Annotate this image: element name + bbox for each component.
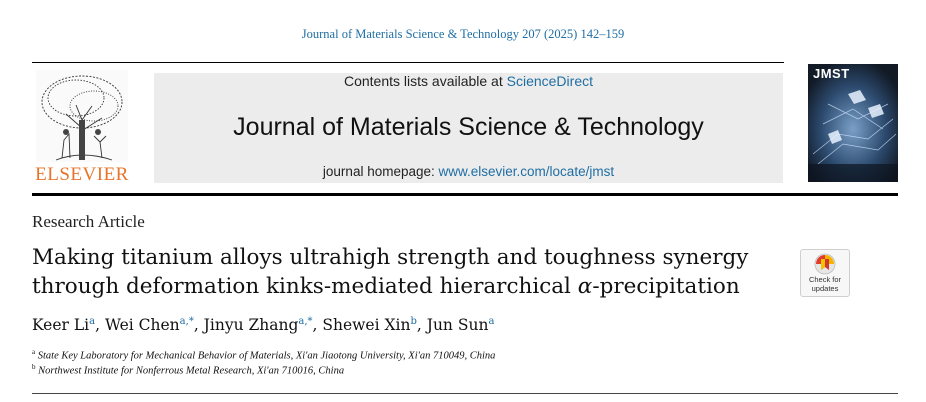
affiliation-list: a State Key Laboratory for Mechanical Be…	[32, 348, 495, 378]
author-affiliation-mark[interactable]: b	[410, 316, 417, 327]
affiliation-mark: b	[32, 363, 36, 371]
author-affiliation-mark[interactable]: a,*	[298, 316, 313, 327]
affiliation-text: Northwest Institute for Nonferrous Metal…	[38, 365, 345, 377]
section-divider	[32, 193, 898, 196]
homepage-prefix: journal homepage:	[322, 164, 439, 179]
title-line-2-prefix: through deformation kinks-mediated hiera…	[32, 274, 578, 299]
author-name[interactable]: Jun Sun	[426, 316, 489, 335]
affiliation-text: State Key Laboratory for Mechanical Beha…	[37, 350, 496, 362]
check-label-line-1: Check for	[808, 275, 842, 284]
affiliation-item: b Northwest Institute for Nonferrous Met…	[32, 363, 495, 378]
crossmark-icon	[814, 253, 836, 275]
journal-homepage-line: journal homepage: www.elsevier.com/locat…	[154, 164, 783, 179]
title-line-1: Making titanium alloys ultrahigh strengt…	[32, 245, 749, 270]
author-separator: ,	[312, 316, 323, 335]
elsevier-wordmark: ELSEVIER	[35, 164, 129, 185]
author-affiliation-mark[interactable]: a	[89, 316, 96, 327]
author-name[interactable]: Shewei Xin	[322, 316, 411, 335]
author-name[interactable]: Wei Chen	[104, 316, 180, 335]
journal-citation[interactable]: Journal of Materials Science & Technolog…	[301, 27, 625, 41]
check-for-updates-button[interactable]: Check for updates	[800, 249, 850, 297]
article-type: Research Article	[32, 212, 145, 231]
author-name[interactable]: Jinyu Zhang	[203, 316, 299, 335]
author-separator: ,	[416, 316, 427, 335]
affiliation-item: a State Key Laboratory for Mechanical Be…	[32, 348, 495, 363]
elsevier-tree-icon	[36, 70, 128, 162]
title-greek-alpha: α	[577, 274, 593, 299]
journal-banner: Contents lists available at ScienceDirec…	[154, 73, 783, 183]
journal-cover[interactable]: JMST	[808, 64, 898, 182]
author-separator: ,	[95, 316, 105, 335]
author-affiliation-mark[interactable]: a	[488, 316, 495, 327]
cover-artwork-icon	[808, 64, 898, 182]
title-line-2-suffix: -precipitation	[592, 274, 740, 299]
sciencedirect-link[interactable]: ScienceDirect	[506, 73, 593, 89]
footer-rule	[32, 393, 898, 394]
journal-homepage-link[interactable]: www.elsevier.com/locate/jmst	[438, 164, 615, 179]
cover-title: JMST	[813, 66, 850, 81]
contents-available-line: Contents lists available at ScienceDirec…	[154, 73, 783, 89]
article-title: Making titanium alloys ultrahigh strengt…	[32, 243, 772, 301]
author-list: Keer Lia, Wei Chena,*, Jinyu Zhanga,*, S…	[32, 316, 494, 334]
contents-prefix: Contents lists available at	[343, 73, 507, 89]
journal-name: Journal of Materials Science & Technolog…	[233, 113, 704, 141]
affiliation-mark: a	[32, 348, 36, 356]
check-label-line-2: updates	[811, 283, 839, 293]
author-separator: ,	[193, 316, 204, 335]
author-name[interactable]: Keer Li	[32, 316, 90, 335]
elsevier-logo[interactable]: ELSEVIER	[30, 70, 134, 186]
header-rule	[32, 62, 784, 63]
author-affiliation-mark[interactable]: a,*	[179, 316, 194, 327]
check-for-updates-label: Check for updates	[801, 275, 849, 293]
